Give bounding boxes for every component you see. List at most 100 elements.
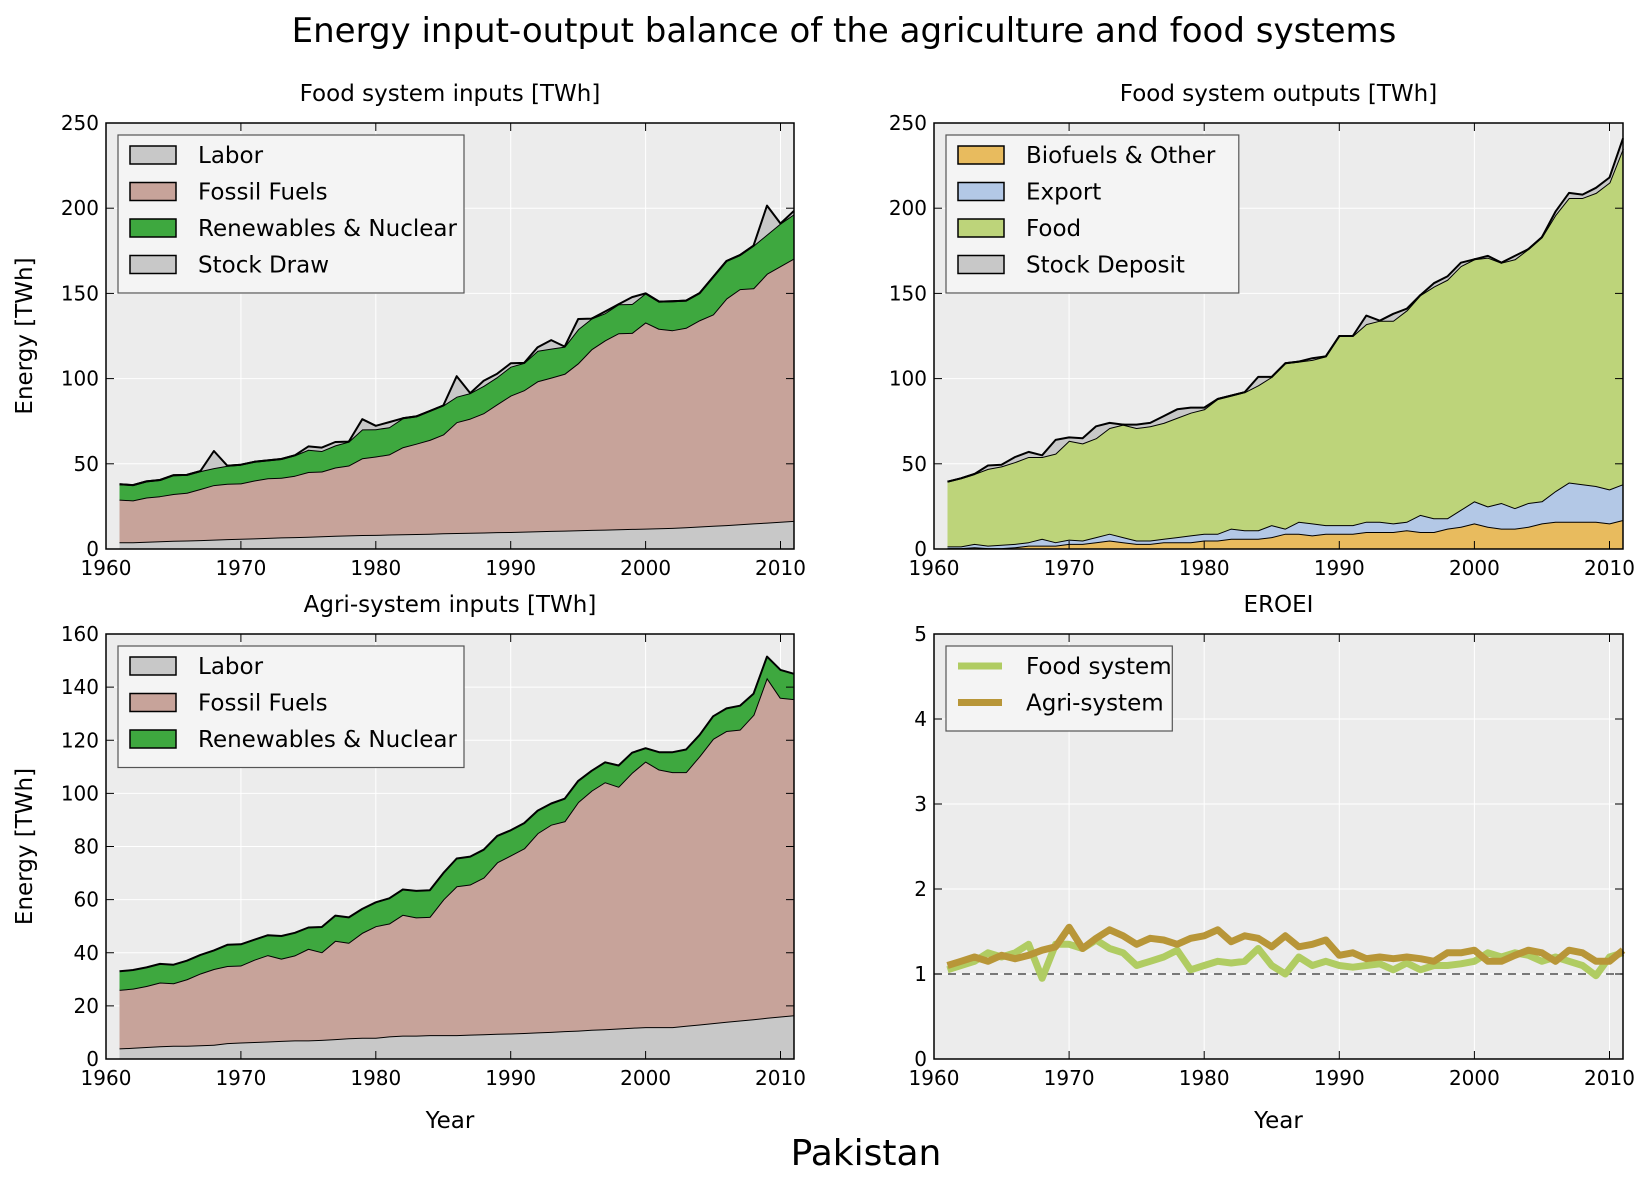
chart1-xtick-label-2010: 2010 (755, 556, 806, 580)
chart4-legend-frame (945, 645, 1173, 732)
chart4-xtick-label-2010: 2010 (1584, 1066, 1635, 1090)
chart3-ylabel: Energy [TWh] (12, 768, 38, 925)
chart3-group: 1960 1970 1980 1990 2000 2010 0 20 40 60 80 100 120 1… (12, 592, 806, 1134)
chart4-ytick-label-4: 4 (914, 707, 927, 731)
chart1-area-labor (119, 520, 794, 549)
chart2-axes-frame (933, 122, 1624, 550)
chart4-group: 1960 1970 1980 1990 2000 2010 0 1 2 3 4 5 EROEI Year F… (909, 592, 1635, 1134)
chart3-ytick-label-0: 0 (86, 1047, 99, 1071)
chart3-ytick-label-40: 40 (74, 941, 99, 965)
chart4-ytick-label-3: 3 (914, 792, 927, 816)
chart2-legend-swatch-biofuels-other (957, 145, 1005, 165)
chart1-ytick-label-50: 50 (74, 452, 99, 476)
chart2-legend-label-stock-deposit: Stock Deposit (1026, 253, 1185, 279)
chart1-legend-swatch-stock-draw (129, 254, 177, 275)
chart3-legend-label-renewables-nuclear: Renewables & Nuclear (198, 727, 457, 753)
chart3-legend: Labor Fossil Fuels Renewables & Nuclear (117, 645, 465, 769)
chart3-ytick-label-20: 20 (74, 994, 99, 1018)
chart3-legend-label-fossil-fuels: Fossil Fuels (198, 691, 328, 717)
chart3-legend-swatch-fossil-fuels (129, 692, 177, 713)
chart1-ylabel: Energy [TWh] (12, 257, 38, 414)
chart3-ytick-label-120: 120 (61, 728, 99, 752)
chart1-xtick-label-1980: 1980 (350, 556, 401, 580)
chart1-xtick-label-1960: 1960 (81, 556, 132, 580)
chart2-area-export (947, 482, 1623, 549)
chart4-legend: Food system Agri-system (945, 645, 1173, 732)
chart3-xtick-label-1980: 1980 (350, 1066, 401, 1090)
chart4-xtick-label-1960: 1960 (909, 1066, 960, 1090)
chart1-ytick-label-100: 100 (61, 367, 99, 391)
chart3-xtick-label-1960: 1960 (81, 1066, 132, 1090)
chart2-edge-stock-deposit (947, 137, 1624, 483)
chart2-ytick-label-150: 150 (889, 281, 927, 305)
chart3-area-fossil-fuels (119, 677, 794, 1049)
chart3-title: Agri-system inputs [TWh] (304, 592, 597, 618)
chart4-ytick-label-1: 1 (914, 962, 927, 986)
chart2-legend-label-food: Food (1026, 216, 1081, 242)
chart4-title: EROEI (1244, 592, 1314, 618)
chart4-xtick-label-1990: 1990 (1314, 1066, 1365, 1090)
figure-title: Energy input-output balance of the agric… (292, 11, 1397, 51)
chart1-legend: Labor Fossil Fuels Renewables & Nuclear Sto… (117, 134, 465, 294)
chart1-ytick-label-0: 0 (86, 537, 99, 561)
chart4-xtick-label-1980: 1980 (1179, 1066, 1230, 1090)
chart1-ytick-label-250: 250 (61, 111, 99, 135)
chart1-group: 1960 1970 1980 1990 2000 2010 0 50 100 150 200 250 F… (12, 81, 806, 580)
figure-country-label: Pakistan (791, 1133, 942, 1174)
panels: 1960 1970 1980 1990 2000 2010050100150200250F… (12, 81, 1635, 1134)
chart1-edge-stock-draw (119, 204, 795, 487)
chart4-xtick-label-2000: 2000 (1449, 1066, 1500, 1090)
chart2-ytick-label-50: 50 (902, 452, 927, 476)
chart1-axes-frame (105, 122, 795, 550)
chart1-xtick-label-2000: 2000 (620, 556, 671, 580)
chart1-xtick-label-1990: 1990 (485, 556, 536, 580)
chart1-area-fossil-fuels (119, 258, 794, 543)
chart2-ytick-label-100: 100 (889, 367, 927, 391)
chart3-edge-renewables-nuclear (119, 655, 795, 973)
chart1-ytick-label-150: 150 (61, 281, 99, 305)
chart2-area-food (947, 148, 1623, 547)
chart3-ytick-label-160: 160 (61, 622, 99, 646)
chart1-xtick-label-1970: 1970 (215, 556, 266, 580)
chart2-xtick-label-1970: 1970 (1044, 556, 1095, 580)
chart2-legend-swatch-food (957, 218, 1005, 238)
chart4-ytick-label-0: 0 (914, 1047, 927, 1071)
chart2-legend-swatch-stock-deposit (957, 254, 1005, 275)
chart1-legend-swatch-fossil-fuels (129, 181, 177, 202)
chart4-ytick-label-2: 2 (914, 877, 927, 901)
chart2-xtick-label-1960: 1960 (909, 556, 960, 580)
chart3-area-labor (119, 1015, 794, 1059)
chart4-axes-frame (933, 633, 1624, 1060)
chart3-legend-label-labor: Labor (198, 654, 264, 680)
chart1-legend-swatch-renewables-nuclear (129, 218, 177, 238)
chart4-xtick-label-1970: 1970 (1044, 1066, 1095, 1090)
chart4-ytick-label-5: 5 (914, 622, 927, 646)
chart4-line-agri-system (946, 923, 1626, 969)
chart2-legend-label-export: Export (1026, 180, 1101, 206)
chart2-group: 1960 1970 1980 1990 2000 2010 0 50 100 150 200 250 F… (889, 81, 1635, 580)
chart4-legend-label-agri-system: Agri-system (1026, 691, 1164, 717)
chart2-ytick-label-200: 200 (889, 196, 927, 220)
chart4-legend-label-food-system: Food system (1026, 654, 1172, 680)
chart1-legend-label-renewables-nuclear: Renewables & Nuclear (198, 216, 457, 242)
chart2-xtick-label-1980: 1980 (1179, 556, 1230, 580)
chart2-title: Food system outputs [TWh] (1120, 81, 1437, 107)
chart2-ytick-label-0: 0 (914, 537, 927, 561)
chart1-legend-swatch-labor (129, 145, 177, 165)
chart2-xtick-label-1990: 1990 (1314, 556, 1365, 580)
chart2-legend: Biofuels & Other Export Food Stock Deposit (945, 134, 1240, 294)
chart2-ytick-label-250: 250 (889, 111, 927, 135)
chart3-xtick-label-2010: 2010 (755, 1066, 806, 1090)
chart3-ytick-label-80: 80 (74, 835, 99, 859)
chart3-xtick-label-1970: 1970 (215, 1066, 266, 1090)
chart1-legend-label-stock-draw: Stock Draw (198, 253, 329, 279)
chart2-xtick-label-2000: 2000 (1449, 556, 1500, 580)
chart3-ytick-label-140: 140 (61, 675, 99, 699)
chart3-ytick-label-100: 100 (61, 781, 99, 805)
chart1-legend-label-fossil-fuels: Fossil Fuels (198, 180, 328, 206)
chart1-ytick-label-200: 200 (61, 196, 99, 220)
chart3-ytick-label-60: 60 (74, 888, 99, 912)
chart1-title: Food system inputs [TWh] (300, 81, 601, 107)
chart2-legend-swatch-export (957, 181, 1005, 202)
chart3-xlabel: Year (425, 1108, 475, 1134)
